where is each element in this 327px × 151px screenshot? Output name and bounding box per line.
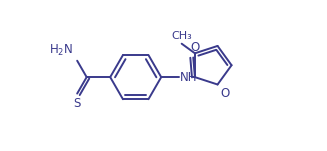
Text: NH: NH xyxy=(180,71,198,84)
Text: O: O xyxy=(190,41,199,54)
Text: O: O xyxy=(221,87,230,100)
Text: CH₃: CH₃ xyxy=(171,31,192,41)
Text: H$_2$N: H$_2$N xyxy=(49,43,73,58)
Text: S: S xyxy=(74,97,81,110)
